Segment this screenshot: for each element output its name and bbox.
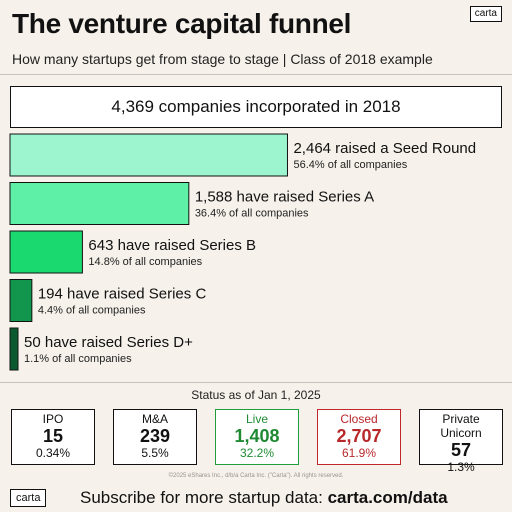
- outcome-percent: 32.2%: [239, 446, 275, 460]
- outcome-count: 15: [42, 426, 64, 446]
- carta-logo: carta: [10, 489, 47, 507]
- outcome-count: 239: [139, 426, 171, 446]
- status-title: Status as of Jan 1, 2025: [191, 388, 321, 402]
- outcome-count: 2,707: [336, 426, 382, 446]
- bar-label: 1,588 have raised Series A: [195, 189, 374, 206]
- subscribe-text: Subscribe for more startup data:: [80, 488, 328, 507]
- bar-sublabel: 14.8% of all companies: [88, 256, 202, 268]
- bar-sublabel: 1.1% of all companies: [24, 353, 132, 365]
- funnel-bar-chart: 2,464 raised a Seed Round 56.4% of all co…: [9, 133, 476, 371]
- page-title: The venture capital funnel: [12, 8, 352, 39]
- divider: [0, 74, 512, 75]
- outcome-label: M&A: [141, 412, 168, 426]
- outcome-count: 57: [450, 440, 472, 460]
- bar-sublabel: 36.4% of all companies: [195, 208, 309, 220]
- bar-label: 50 have raised Series D+: [24, 334, 193, 351]
- outcome-closed: Closed 2,707 61.9%: [317, 409, 401, 465]
- outcome-live: Live 1,408 32.2%: [215, 409, 299, 465]
- outcome-ma: M&A 239 5.5%: [113, 409, 197, 465]
- bar-label: 194 have raised Series C: [38, 286, 207, 303]
- incorporated-label: 4,369 companies incorporated in 2018: [111, 97, 401, 116]
- page-subtitle: How many startups get from stage to stag…: [12, 51, 433, 67]
- subscribe-link[interactable]: carta.com/data: [327, 488, 448, 507]
- divider: [0, 382, 512, 383]
- outcome-percent: 1.3%: [447, 460, 475, 474]
- funnel-bar-series-b: [9, 230, 83, 274]
- outcome-label: Live: [245, 412, 268, 426]
- funnel-bar-series-c: [9, 279, 33, 322]
- bar-label: 2,464 raised a Seed Round: [293, 140, 476, 157]
- outcome-ipo: IPO 15 0.34%: [11, 409, 95, 465]
- copyright-notice: ©2025 eShares Inc., d/b/a Carta Inc. ("C…: [168, 473, 344, 479]
- outcome-percent: 61.9%: [341, 446, 377, 460]
- subscribe-cta: Subscribe for more startup data: carta.c…: [80, 488, 448, 508]
- bar-label: 643 have raised Series B: [88, 237, 256, 254]
- funnel-bar-series-a: [9, 182, 190, 225]
- outcome-label: Private Unicorn: [440, 412, 482, 440]
- carta-logo: carta: [469, 6, 502, 22]
- bar-sublabel: 56.4% of all companies: [293, 159, 407, 171]
- bar-sublabel: 4.4% of all companies: [38, 305, 146, 317]
- outcome-percent: 5.5%: [141, 446, 169, 460]
- outcome-count: 1,408: [234, 426, 280, 446]
- outcome-label: IPO: [42, 412, 64, 426]
- funnel-bar-seed-round: [9, 133, 288, 177]
- funnel-bar-series-d: [9, 327, 19, 371]
- outcome-percent: 0.34%: [35, 446, 71, 460]
- incorporated-total-box: 4,369 companies incorporated in 2018: [10, 86, 502, 128]
- outcome-private-unicorn: Private Unicorn 57 1.3%: [419, 409, 503, 474]
- outcome-label: Closed: [340, 412, 378, 426]
